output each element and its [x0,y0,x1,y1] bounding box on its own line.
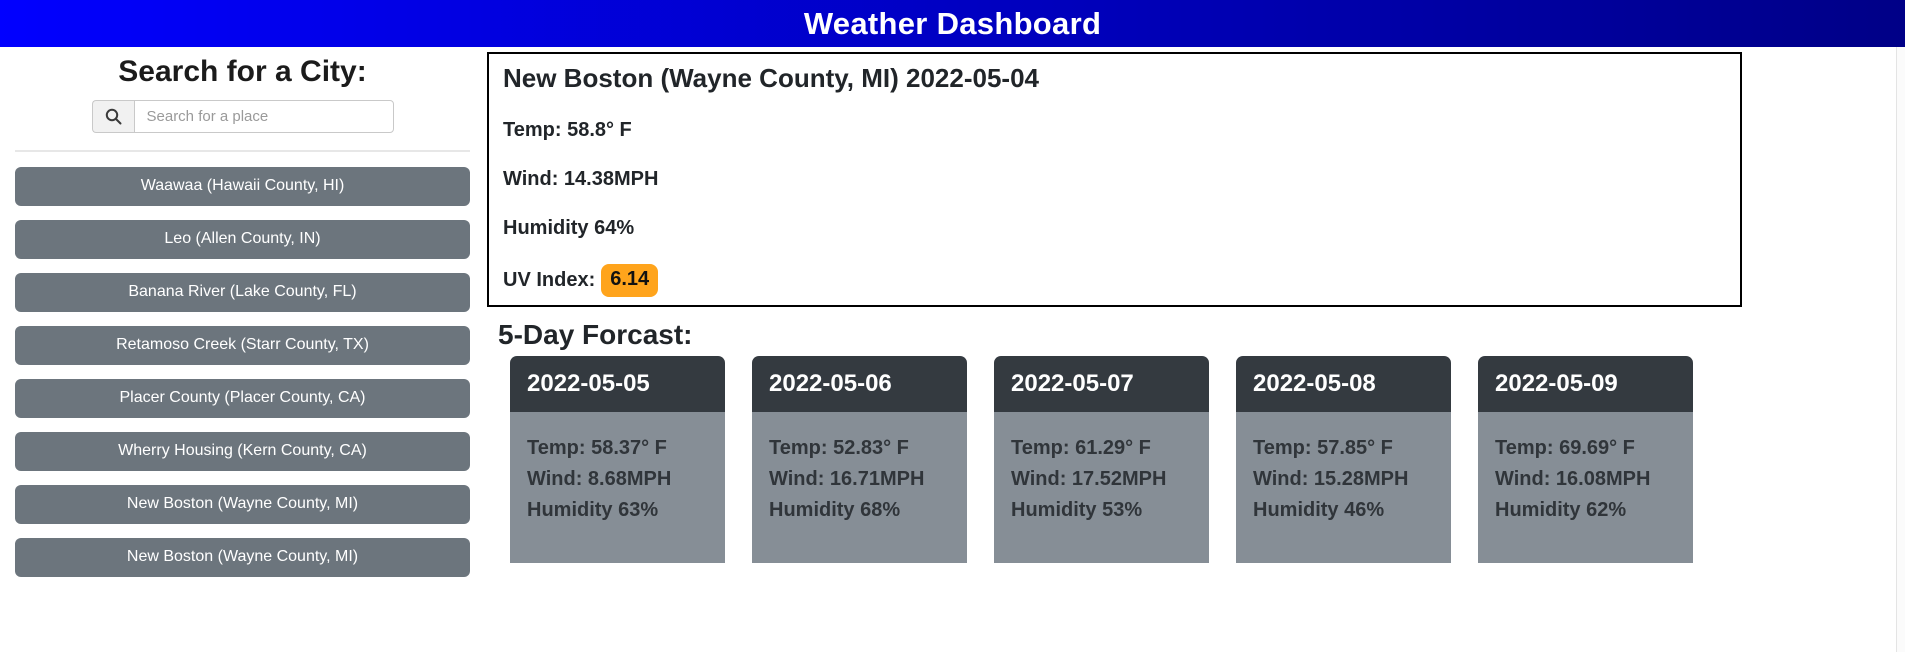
forecast-humidity: Humidity 68% [769,499,901,521]
sidebar: Search for a City: Waawaa (Hawaii County… [0,47,470,591]
current-temp: Temp: 58.8° F [503,119,632,141]
forecast-card: 2022-05-07 Temp: 61.29° F Wind: 17.52MPH… [994,356,1209,563]
forecast-card-date: 2022-05-07 [994,356,1209,412]
history-button[interactable]: New Boston (Wayne County, MI) [15,484,470,524]
forecast-humidity: Humidity 63% [527,499,659,521]
uv-index-badge: 6.14 [601,264,659,297]
forecast-card-date: 2022-05-06 [752,356,967,412]
main-panel: New Boston (Wayne County, MI) 2022-05-04… [470,47,1743,591]
city-search-group [91,99,394,133]
current-wind: Wind: 14.38MPH [503,168,659,190]
history-button[interactable]: Banana River (Lake County, FL) [15,272,470,312]
forecast-temp: Temp: 61.29° F [1011,437,1151,459]
forecast-temp: Temp: 57.85° F [1253,437,1393,459]
current-humidity: Humidity 64% [503,217,635,239]
forecast-card: 2022-05-09 Temp: 69.69° F Wind: 16.08MPH… [1478,356,1693,563]
forecast-humidity: Humidity 53% [1011,499,1143,521]
forecast-humidity: Humidity 62% [1495,499,1627,521]
app-header: Weather Dashboard [0,0,1905,47]
forecast-card-date: 2022-05-08 [1236,356,1451,412]
forecast-wind: Wind: 8.68MPH [527,468,672,490]
search-history-list: Waawaa (Hawaii County, HI) Leo (Allen Co… [15,166,470,577]
forecast-wind: Wind: 15.28MPH [1253,468,1409,490]
history-button[interactable]: Wherry Housing (Kern County, CA) [15,431,470,471]
uv-index-label: UV Index: [503,269,596,291]
app-title: Weather Dashboard [803,5,1102,41]
forecast-heading: 5-Day Forcast: [498,319,693,350]
forecast-card: 2022-05-05 Temp: 58.37° F Wind: 8.68MPH … [510,356,725,563]
history-button[interactable]: Waawaa (Hawaii County, HI) [15,166,470,206]
forecast-card: 2022-05-08 Temp: 57.85° F Wind: 15.28MPH… [1236,356,1451,563]
forecast-card-body: Temp: 61.29° F Wind: 17.52MPH Humidity 5… [994,412,1209,563]
search-input[interactable] [133,99,394,133]
forecast-card-body: Temp: 58.37° F Wind: 8.68MPH Humidity 63… [510,412,725,563]
history-button[interactable]: New Boston (Wayne County, MI) [15,537,470,577]
history-button[interactable]: Placer County (Placer County, CA) [15,378,470,418]
page-content: Search for a City: Waawaa (Hawaii County… [0,47,1905,591]
forecast-wind: Wind: 17.52MPH [1011,468,1167,490]
forecast-wind: Wind: 16.08MPH [1495,468,1651,490]
current-uv-line: UV Index: 6.14 [503,264,1726,297]
sidebar-divider [15,149,470,152]
history-button[interactable]: Retamoso Creek (Starr County, TX) [15,325,470,365]
forecast-card-body: Temp: 57.85° F Wind: 15.28MPH Humidity 4… [1236,412,1451,563]
forecast-temp: Temp: 58.37° F [527,437,667,459]
search-icon [91,99,134,133]
history-button[interactable]: Leo (Allen County, IN) [15,219,470,259]
forecast-cards: 2022-05-05 Temp: 58.37° F Wind: 8.68MPH … [510,356,1743,563]
forecast-card: 2022-05-06 Temp: 52.83° F Wind: 16.71MPH… [752,356,967,563]
forecast-card-body: Temp: 52.83° F Wind: 16.71MPH Humidity 6… [752,412,967,563]
forecast-humidity: Humidity 46% [1253,499,1385,521]
forecast-temp: Temp: 69.69° F [1495,437,1635,459]
current-weather-box: New Boston (Wayne County, MI) 2022-05-04… [487,52,1742,307]
scrollbar-track[interactable] [1896,47,1905,652]
forecast-temp: Temp: 52.83° F [769,437,909,459]
forecast-card-date: 2022-05-05 [510,356,725,412]
forecast-card-body: Temp: 69.69° F Wind: 16.08MPH Humidity 6… [1478,412,1693,563]
forecast-card-date: 2022-05-09 [1478,356,1693,412]
forecast-wind: Wind: 16.71MPH [769,468,925,490]
current-title: New Boston (Wayne County, MI) 2022-05-04 [503,63,1039,93]
sidebar-heading: Search for a City: [118,55,367,88]
